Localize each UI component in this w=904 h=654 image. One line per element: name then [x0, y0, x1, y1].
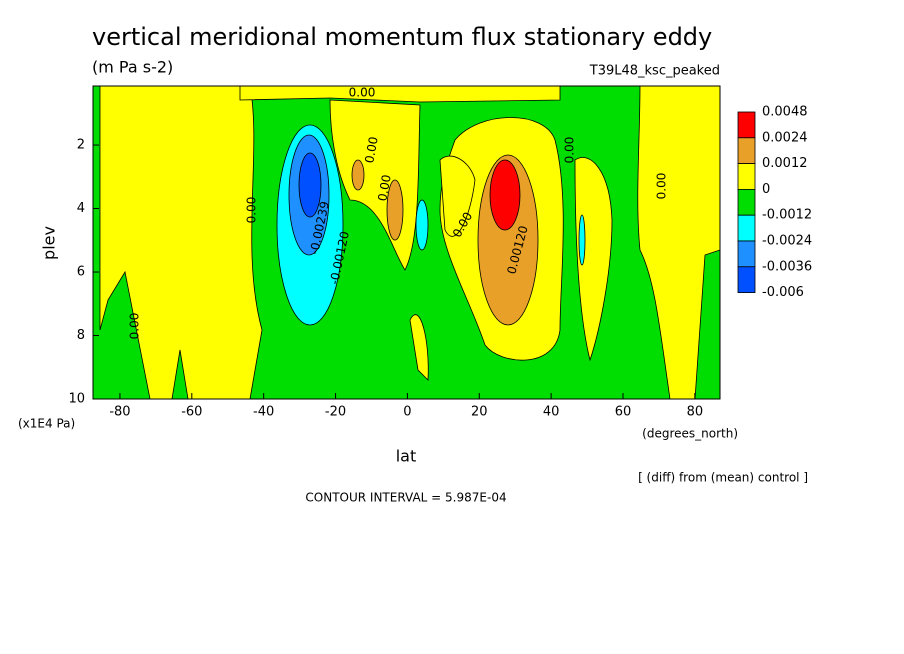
contour-label: 0.00 [362, 136, 380, 165]
filled-region [439, 155, 476, 237]
contour-label: 0.00 [563, 137, 577, 164]
filled-region [409, 314, 429, 381]
colorbar-label: 0.0048 [762, 105, 808, 120]
x-tick-label: 0 [403, 405, 411, 420]
contour-label: 0.00 [245, 197, 259, 224]
contour-label: 0.00 [349, 86, 376, 100]
colorbar-box [737, 188, 756, 216]
y-axis-label: plev [40, 226, 59, 260]
x-tick-label: 60 [615, 405, 632, 420]
colorbar-label: -0.0036 [762, 259, 812, 274]
plot-frame [92, 85, 721, 400]
x-units: (degrees_north) [642, 427, 738, 441]
colorbar-label: 0.0012 [762, 156, 808, 171]
y-tick-label: 10 [68, 392, 85, 407]
filled-region [298, 152, 322, 218]
colorbar-box [737, 111, 756, 139]
contour-label: 0.00 [128, 313, 142, 340]
x-tick-label: -80 [109, 405, 130, 420]
units: (m Pa s-2) [92, 58, 173, 77]
y-tick-label: 8 [77, 328, 85, 343]
note: [ (diff) from (mean) control ] [638, 471, 808, 485]
colorbar-label: -0.0024 [762, 234, 812, 249]
colorbar-box [737, 240, 756, 268]
x-tick-label: 20 [471, 405, 488, 420]
contour-interval: CONTOUR INTERVAL = 5.987E-04 [305, 491, 506, 505]
x-tick-label: 40 [543, 405, 560, 420]
x-tick-label: -40 [253, 405, 274, 420]
contour-label: 0.00 [375, 174, 393, 203]
colorbar-label: 0 [762, 182, 770, 197]
colorbar-box [737, 266, 756, 293]
run-label: T39L48_ksc_peaked [589, 64, 720, 79]
colorbar-box [737, 137, 756, 165]
y-tick-label: 4 [77, 201, 85, 216]
contour-label: 0.00 [655, 173, 669, 200]
colorbar-box [737, 163, 756, 190]
filled-region [351, 159, 365, 191]
filled-region [386, 179, 404, 241]
x-axis-label: lat [396, 447, 417, 466]
chart-title: vertical meridional momentum flux statio… [92, 23, 712, 51]
colorbar-label: 0.0024 [762, 130, 808, 145]
y-tick-label: 2 [77, 138, 85, 153]
x-tick-label: 80 [687, 405, 704, 420]
colorbar-label: -0.0012 [762, 208, 812, 223]
filled-region [578, 214, 586, 266]
colorbar-box [737, 214, 756, 242]
filled-region [415, 199, 429, 251]
y-units: (x1E4 Pa) [18, 417, 75, 431]
colorbar-label: -0.006 [762, 285, 804, 300]
plot-area [92, 85, 721, 400]
x-tick-label: -60 [181, 405, 202, 420]
y-tick-label: 6 [77, 265, 85, 280]
x-tick-label: -20 [325, 405, 346, 420]
filled-region [489, 159, 521, 231]
filled-region [574, 157, 613, 362]
